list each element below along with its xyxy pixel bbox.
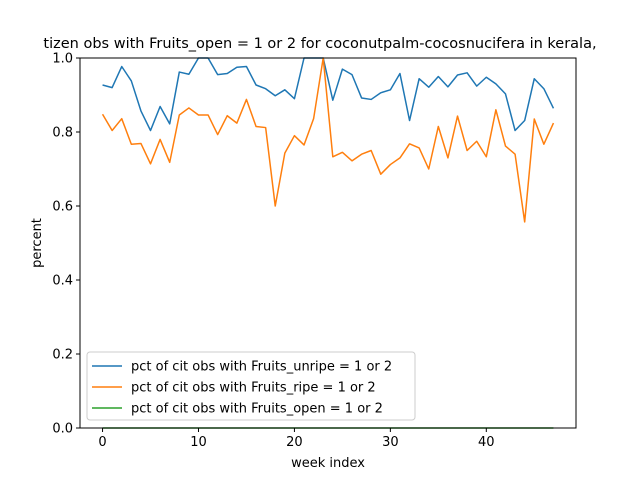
- y-tick-label: 1.0: [52, 52, 73, 67]
- x-tick-label: 40: [478, 435, 495, 450]
- y-tick-label: 0.6: [52, 200, 73, 215]
- series-line-0: [102, 57, 555, 132]
- x-tick-label: 10: [190, 435, 207, 450]
- y-axis-label: percent: [30, 218, 45, 268]
- legend-box: [86, 351, 416, 421]
- x-tick-label: 0: [98, 435, 106, 450]
- series-line-1: [101, 57, 555, 223]
- axes-frame: [79, 57, 577, 429]
- y-tick-label: 0.8: [52, 126, 73, 141]
- x-axis-label: week index: [291, 456, 365, 471]
- legend: pct of cit obs with Fruits_unripe = 1 or…: [86, 351, 416, 421]
- legend-label-1: pct of cit obs with Fruits_ripe = 1 or 2: [131, 381, 376, 396]
- legend-label-2: pct of cit obs with Fruits_open = 1 or 2: [131, 402, 383, 417]
- y-axis: 0.0 0.2 0.4 0.6 0.8 1.0: [52, 52, 80, 437]
- x-tick-label: 30: [382, 435, 399, 450]
- y-tick-label: 0.0: [52, 422, 73, 437]
- y-tick-label: 0.2: [52, 348, 73, 363]
- y-tick-label: 0.4: [52, 274, 73, 289]
- legend-label-0: pct of cit obs with Fruits_unripe = 1 or…: [131, 360, 392, 375]
- chart-title: tizen obs with Fruits_open = 1 or 2 for …: [43, 36, 596, 52]
- x-tick-label: 20: [286, 435, 303, 450]
- x-axis: 0 10 20 30 40: [98, 428, 495, 450]
